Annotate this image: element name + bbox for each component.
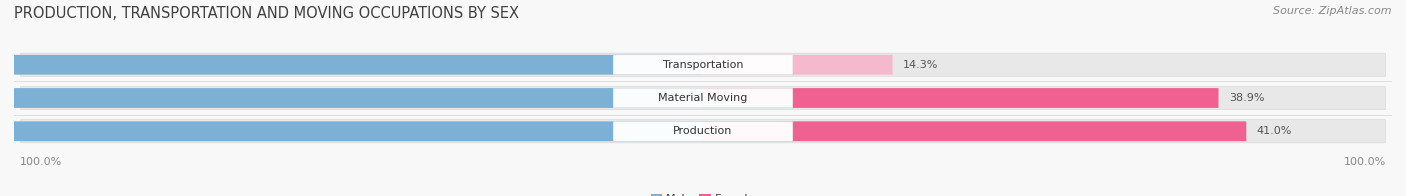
FancyBboxPatch shape	[0, 121, 703, 141]
FancyBboxPatch shape	[613, 88, 793, 108]
FancyBboxPatch shape	[0, 88, 703, 108]
Text: Transportation: Transportation	[662, 60, 744, 70]
FancyBboxPatch shape	[703, 55, 893, 75]
FancyBboxPatch shape	[703, 88, 1219, 108]
Text: Production: Production	[673, 126, 733, 136]
Text: 41.0%: 41.0%	[1257, 126, 1292, 136]
FancyBboxPatch shape	[21, 120, 1385, 143]
FancyBboxPatch shape	[0, 55, 703, 75]
Text: Source: ZipAtlas.com: Source: ZipAtlas.com	[1274, 6, 1392, 16]
FancyBboxPatch shape	[613, 122, 793, 141]
Text: Material Moving: Material Moving	[658, 93, 748, 103]
Text: 14.3%: 14.3%	[903, 60, 938, 70]
Text: 38.9%: 38.9%	[1229, 93, 1264, 103]
Text: PRODUCTION, TRANSPORTATION AND MOVING OCCUPATIONS BY SEX: PRODUCTION, TRANSPORTATION AND MOVING OC…	[14, 6, 519, 21]
FancyBboxPatch shape	[613, 55, 793, 74]
Legend: Male, Female: Male, Female	[651, 194, 755, 196]
FancyBboxPatch shape	[21, 86, 1385, 110]
FancyBboxPatch shape	[703, 121, 1246, 141]
FancyBboxPatch shape	[21, 53, 1385, 76]
